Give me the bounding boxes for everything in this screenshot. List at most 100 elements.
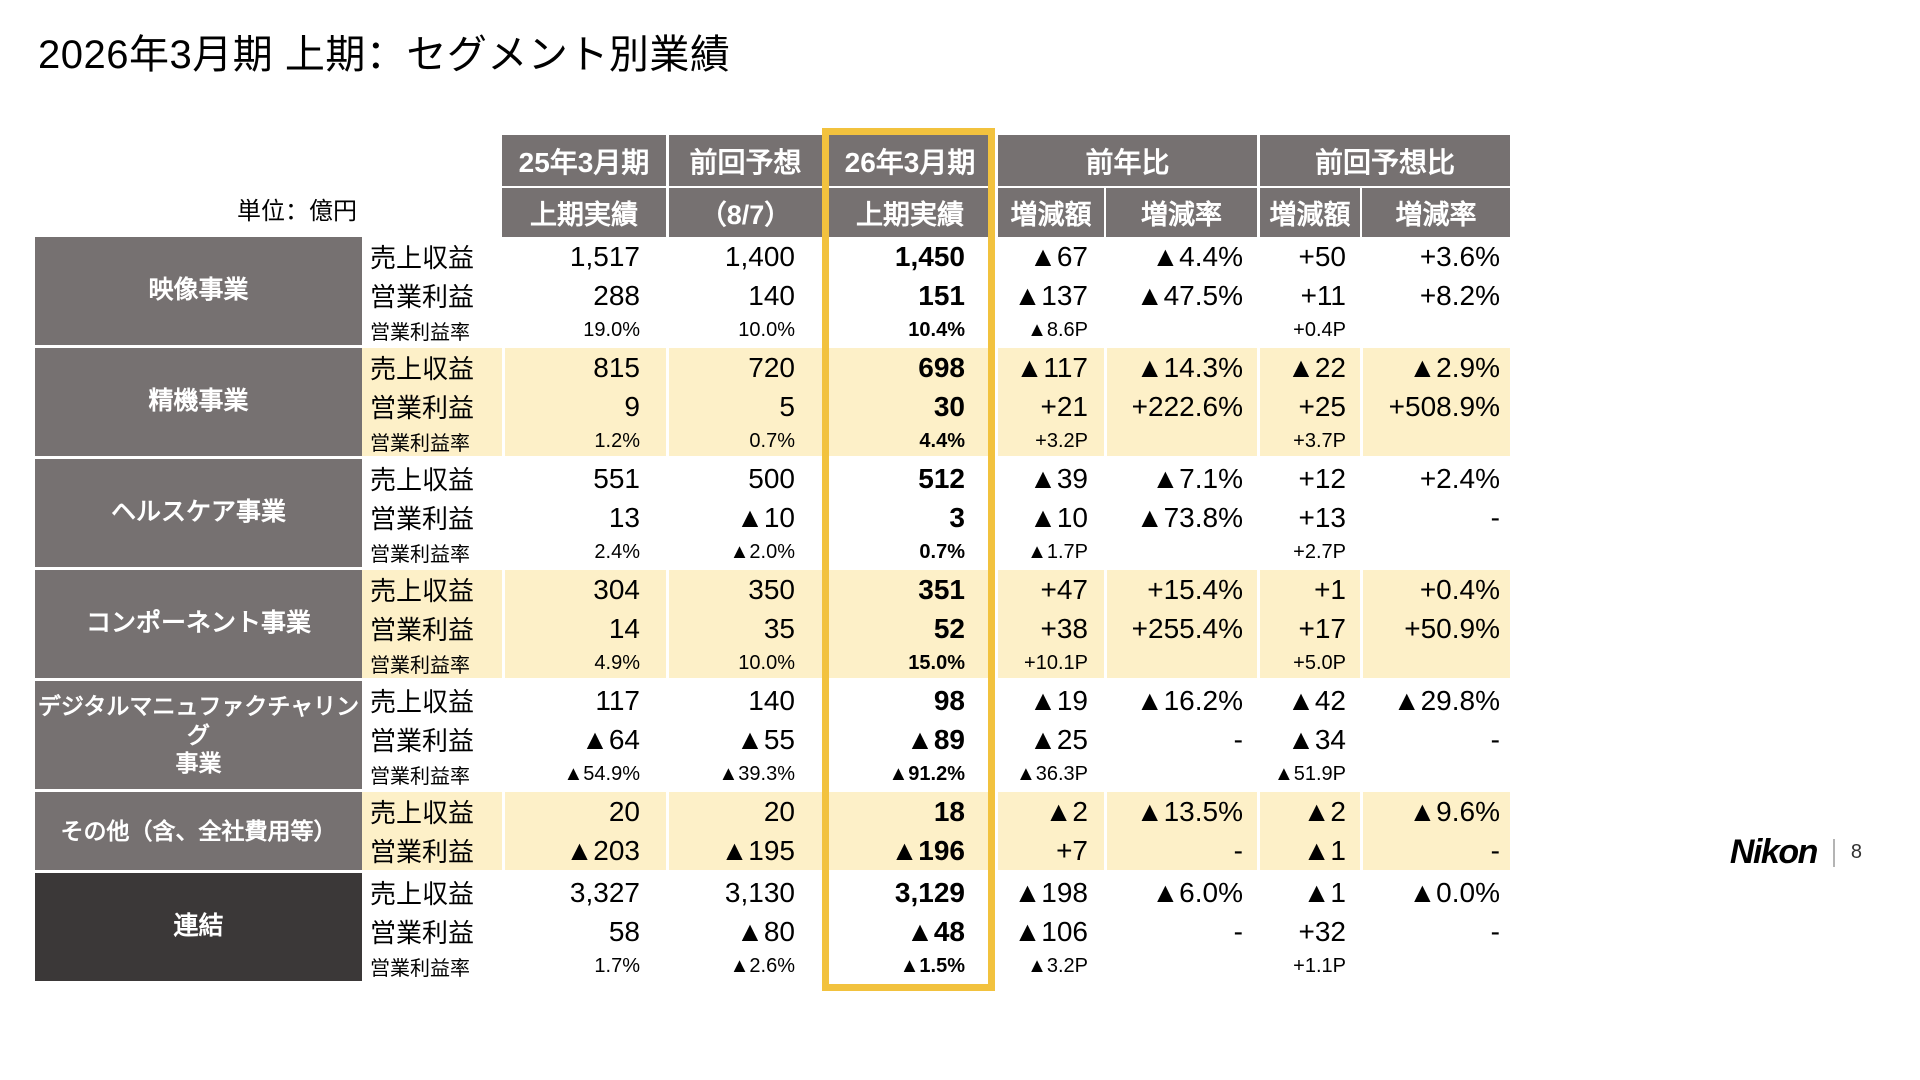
value-cell: ▲36.3P (995, 759, 1104, 789)
value-cell: 1.7% (502, 951, 666, 981)
value-cell: ▲91.2% (822, 759, 995, 789)
segment-rows: 売上収益 117 140 98 ▲19 ▲16.2% ▲42 ▲29.8% 営業利益 ▲64 ▲55… (362, 681, 1510, 789)
segment-rows: 売上収益 815 720 698 ▲117 ▲14.3% ▲22 ▲2.9% 営業利益 9 5 30 +… (362, 348, 1510, 456)
table-row: 営業利益 9 5 30 +21 +222.6% +25 +508.9% (362, 387, 1510, 426)
value-cell: - (1360, 498, 1510, 537)
metric-label: 売上収益 (362, 792, 502, 831)
value-cell: ▲64 (502, 720, 666, 759)
table-row: 営業利益率 1.2% 0.7% 4.4% +3.2P +3.7P (362, 426, 1510, 456)
value-cell: ▲0.0% (1360, 873, 1510, 912)
table-row: 営業利益 ▲203 ▲195 ▲196 +7- ▲1- (362, 831, 1510, 870)
value-cell: +50.9% (1360, 609, 1510, 648)
value-cell (1360, 537, 1510, 567)
metric-label: 営業利益率 (362, 315, 502, 345)
value-cell: +222.6% (1104, 387, 1257, 426)
value-cell: 1,517 (502, 237, 666, 276)
value-cell: ▲10 (995, 498, 1104, 537)
table-row: 売上収益 3,327 3,130 3,129 ▲198 ▲6.0% ▲1 ▲0.0% (362, 873, 1510, 912)
value-cell: 2.4% (502, 537, 666, 567)
value-cell: +5.0P (1257, 648, 1360, 678)
metric-label: 営業利益 (362, 498, 502, 537)
value-cell: 30 (822, 387, 995, 426)
footer-divider (1832, 838, 1835, 867)
value-cell: - (1360, 912, 1510, 951)
value-cell: 52 (822, 609, 995, 648)
segment-label: コンポーネント事業 (35, 570, 362, 678)
value-cell: +17 (1257, 609, 1360, 648)
value-cell: 58 (502, 912, 666, 951)
value-cell: ▲198 (995, 873, 1104, 912)
segment-block: ヘルスケア事業 売上収益 551 500 512 ▲39 ▲7.1% +12 +2.4% 営業利益… (35, 459, 1510, 567)
value-cell: 3,129 (822, 873, 995, 912)
value-cell: +11 (1257, 276, 1360, 315)
value-cell: +3.6% (1360, 237, 1510, 276)
header-subcell-4: 増減額 (995, 186, 1104, 237)
value-cell: 14 (502, 609, 666, 648)
value-cell: ▲39.3% (666, 759, 822, 789)
value-cell (1360, 951, 1510, 981)
value-cell (1104, 315, 1257, 345)
header-cell-4: 前年比 (995, 135, 1257, 186)
value-cell: 10.4% (822, 315, 995, 345)
value-cell: +7 (995, 831, 1104, 870)
page-title: 2026年3月期 上期：セグメント別業績 (38, 33, 731, 77)
value-cell: ▲9.6% (1360, 792, 1510, 831)
value-cell: 351 (822, 570, 995, 609)
value-cell: 500 (666, 459, 822, 498)
value-cell: ▲106 (995, 912, 1104, 951)
value-cell: 0.7% (822, 537, 995, 567)
value-cell: 10.0% (666, 315, 822, 345)
metric-label: 売上収益 (362, 570, 502, 609)
table-row: 売上収益 304 350 351 +47 +15.4% +1 +0.4% (362, 570, 1510, 609)
value-cell: 1,400 (666, 237, 822, 276)
segment-rows: 売上収益 551 500 512 ▲39 ▲7.1% +12 +2.4% 営業利益 13 ▲10 3 ▲… (362, 459, 1510, 567)
metric-label: 営業利益率 (362, 759, 502, 789)
value-cell: 98 (822, 681, 995, 720)
value-cell: 35 (666, 609, 822, 648)
metric-label: 営業利益 (362, 387, 502, 426)
value-cell: - (1360, 831, 1510, 870)
metric-label: 売上収益 (362, 348, 502, 387)
value-cell: ▲16.2% (1104, 681, 1257, 720)
value-cell: ▲25 (995, 720, 1104, 759)
value-cell: +32 (1257, 912, 1360, 951)
value-cell: ▲14.3% (1104, 348, 1257, 387)
value-cell: 140 (666, 276, 822, 315)
value-cell: 15.0% (822, 648, 995, 678)
value-cell: +3.2P (995, 426, 1104, 456)
value-cell (1360, 315, 1510, 345)
table-row: 営業利益 288 140 151 ▲137 ▲47.5% +11 +8.2% (362, 276, 1510, 315)
value-cell: ▲13.5% (1104, 792, 1257, 831)
value-cell: 13 (502, 498, 666, 537)
value-cell: ▲4.4% (1104, 237, 1257, 276)
segment-results-table: 25年3月期 前回予想 26年3月期 前年比 前回予想比 上期実績 （8/7） 上期実績 増減額… (35, 135, 1510, 984)
value-cell: 19.0% (502, 315, 666, 345)
footer: Nikon 8 (1730, 833, 1862, 872)
value-cell: 3 (822, 498, 995, 537)
table-row: 営業利益率 ▲54.9% ▲39.3% ▲91.2% ▲36.3P ▲51.9P (362, 759, 1510, 789)
table-row: 売上収益 1,517 1,400 1,450 ▲67 ▲4.4% +50 +3.6% (362, 237, 1510, 276)
value-cell: ▲48 (822, 912, 995, 951)
value-cell: +12 (1257, 459, 1360, 498)
metric-label: 売上収益 (362, 681, 502, 720)
table-row: 営業利益 13 ▲10 3 ▲10 ▲73.8% +13- (362, 498, 1510, 537)
value-cell: ▲34 (1257, 720, 1360, 759)
value-cell: 698 (822, 348, 995, 387)
segment-label: その他（含、全社費用等） (35, 792, 362, 870)
table-row: 売上収益 117 140 98 ▲19 ▲16.2% ▲42 ▲29.8% (362, 681, 1510, 720)
value-cell: ▲19 (995, 681, 1104, 720)
segment-block: 連結 売上収益 3,327 3,130 3,129 ▲198 ▲6.0% ▲1 ▲0.0% 営業利… (35, 873, 1510, 981)
value-cell: 20 (502, 792, 666, 831)
value-cell (1360, 426, 1510, 456)
table-row: 営業利益率 2.4% ▲2.0% 0.7% ▲1.7P +2.7P (362, 537, 1510, 567)
value-cell: 151 (822, 276, 995, 315)
value-cell (1104, 648, 1257, 678)
segment-block: コンポーネント事業 売上収益 304 350 351 +47 +15.4% +1 +0.4% 営業… (35, 570, 1510, 678)
segment-label: ヘルスケア事業 (35, 459, 362, 567)
segment-block: その他（含、全社費用等） 売上収益 20 20 18 ▲2 ▲13.5% ▲2 ▲9.6% 営業利… (35, 792, 1510, 870)
value-cell: - (1104, 831, 1257, 870)
unit-label: 単位：億円 (237, 198, 357, 225)
metric-label: 営業利益率 (362, 648, 502, 678)
value-cell: ▲3.2P (995, 951, 1104, 981)
